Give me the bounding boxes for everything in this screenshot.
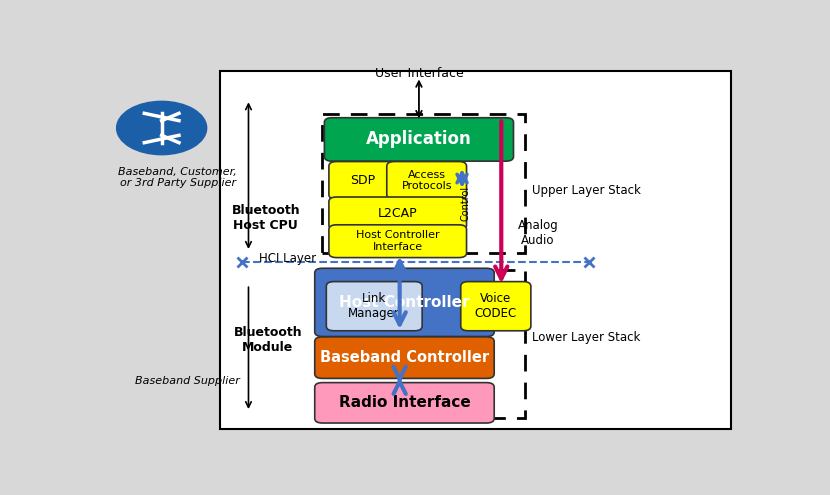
Text: Upper Layer Stack: Upper Layer Stack (532, 185, 641, 198)
Text: Baseband Controller: Baseband Controller (320, 350, 489, 365)
FancyBboxPatch shape (315, 383, 494, 423)
Text: Host Controller: Host Controller (339, 295, 470, 310)
Text: Application: Application (366, 131, 471, 148)
FancyBboxPatch shape (461, 282, 531, 331)
Bar (322, 270, 525, 418)
FancyBboxPatch shape (329, 161, 397, 199)
Text: Baseband, Customer,
or 3rd Party Supplier: Baseband, Customer, or 3rd Party Supplie… (119, 167, 237, 189)
Text: Radio Interface: Radio Interface (339, 396, 471, 410)
Text: Bluetooth
Module: Bluetooth Module (233, 326, 302, 353)
FancyBboxPatch shape (325, 118, 514, 161)
Text: User Interface: User Interface (374, 67, 463, 80)
Text: Voice
CODEC: Voice CODEC (475, 292, 517, 320)
FancyBboxPatch shape (329, 225, 466, 257)
Text: SDP: SDP (350, 174, 375, 187)
Text: Bluetooth
Host CPU: Bluetooth Host CPU (232, 203, 300, 232)
Text: Baseband Supplier: Baseband Supplier (135, 377, 240, 387)
Bar (322, 114, 525, 253)
FancyBboxPatch shape (315, 337, 494, 378)
FancyBboxPatch shape (219, 71, 731, 429)
Circle shape (116, 101, 207, 154)
Text: Access
Protocols: Access Protocols (402, 170, 452, 191)
Text: Link
Manager: Link Manager (349, 292, 400, 320)
Text: HCI Layer: HCI Layer (258, 252, 315, 265)
FancyBboxPatch shape (326, 282, 422, 331)
FancyBboxPatch shape (387, 161, 466, 199)
Text: Control: Control (461, 186, 471, 221)
Text: Analog
Audio: Analog Audio (518, 219, 559, 247)
FancyBboxPatch shape (315, 268, 494, 337)
Text: Lower Layer Stack: Lower Layer Stack (532, 331, 641, 344)
Text: L2CAP: L2CAP (378, 207, 417, 220)
FancyBboxPatch shape (329, 197, 466, 230)
Text: Host Controller
Interface: Host Controller Interface (356, 230, 440, 252)
